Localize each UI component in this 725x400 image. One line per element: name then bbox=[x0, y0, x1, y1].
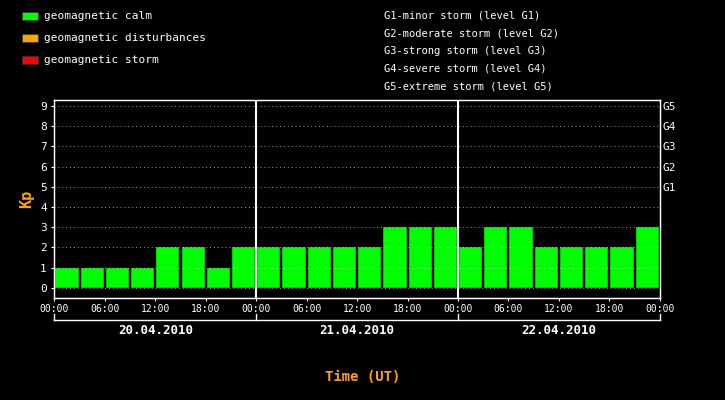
Bar bbox=[408, 227, 431, 288]
Bar bbox=[459, 248, 482, 288]
Bar bbox=[384, 227, 407, 288]
Text: G2-moderate storm (level G2): G2-moderate storm (level G2) bbox=[384, 29, 559, 39]
Text: Time (UT): Time (UT) bbox=[325, 370, 400, 384]
Bar bbox=[434, 227, 457, 288]
Bar bbox=[55, 268, 78, 288]
Bar bbox=[636, 227, 659, 288]
Y-axis label: Kp: Kp bbox=[20, 190, 34, 208]
Text: geomagnetic calm: geomagnetic calm bbox=[44, 11, 152, 21]
Text: geomagnetic storm: geomagnetic storm bbox=[44, 55, 158, 65]
Bar bbox=[181, 248, 204, 288]
Bar bbox=[131, 268, 154, 288]
Bar bbox=[358, 248, 381, 288]
Text: 21.04.2010: 21.04.2010 bbox=[320, 324, 394, 337]
Text: geomagnetic disturbances: geomagnetic disturbances bbox=[44, 33, 205, 43]
Bar bbox=[333, 248, 356, 288]
Bar bbox=[157, 248, 180, 288]
Bar bbox=[534, 248, 558, 288]
Text: G3-strong storm (level G3): G3-strong storm (level G3) bbox=[384, 46, 547, 56]
Bar bbox=[106, 268, 129, 288]
Text: G1-minor storm (level G1): G1-minor storm (level G1) bbox=[384, 11, 541, 21]
Bar bbox=[232, 248, 255, 288]
Bar bbox=[560, 248, 583, 288]
Bar bbox=[484, 227, 507, 288]
Bar bbox=[257, 248, 281, 288]
Text: 20.04.2010: 20.04.2010 bbox=[117, 324, 193, 337]
Bar bbox=[207, 268, 230, 288]
Text: G4-severe storm (level G4): G4-severe storm (level G4) bbox=[384, 64, 547, 74]
Bar bbox=[510, 227, 533, 288]
Bar bbox=[610, 248, 634, 288]
Bar bbox=[80, 268, 104, 288]
Text: G5-extreme storm (level G5): G5-extreme storm (level G5) bbox=[384, 81, 553, 91]
Bar bbox=[283, 248, 306, 288]
Text: 22.04.2010: 22.04.2010 bbox=[521, 324, 597, 337]
Bar bbox=[307, 248, 331, 288]
Bar bbox=[585, 248, 608, 288]
